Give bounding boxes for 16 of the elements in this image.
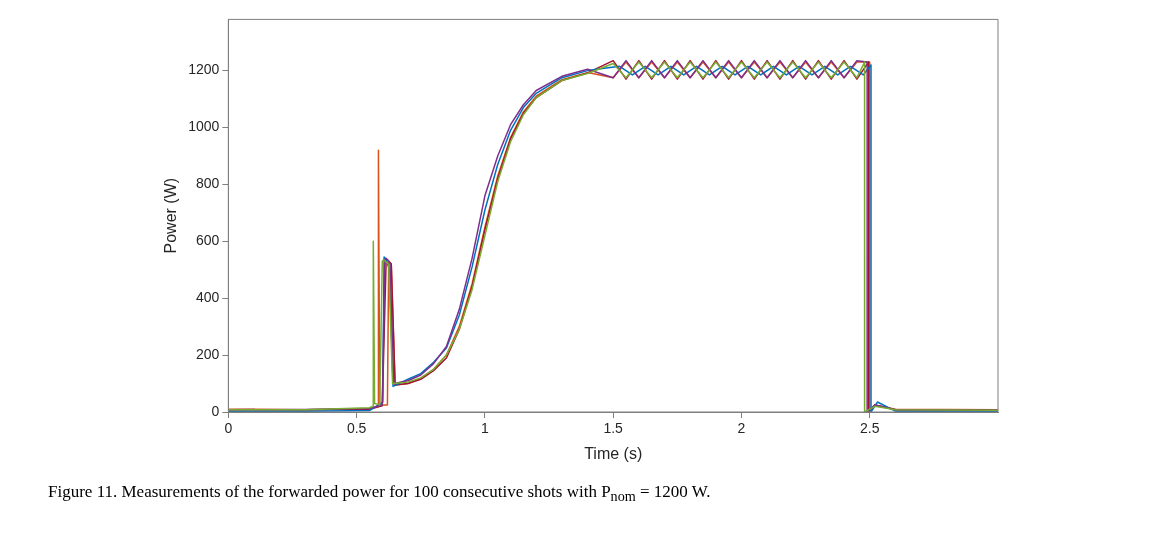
caption: Figure 11. Measurements of the forwarded power for 100 consecutive shots with P$_{nom}$ = 1200 W.: [48, 482, 712, 506]
x-tick-label: 2.5: [859, 420, 880, 437]
y-tick-label: 200: [195, 345, 220, 362]
y-tick-label: 400: [195, 289, 220, 306]
y-axis-title: Power (W): [162, 177, 180, 254]
y-tick-label: 1000: [188, 118, 220, 135]
x-axis-title: Time (s): [584, 444, 643, 462]
y-tick-label: 1200: [188, 61, 220, 78]
y-tick-label: 600: [195, 232, 220, 249]
x-tick-label: 1.5: [603, 420, 624, 437]
x-tick-label: 0: [224, 420, 233, 437]
y-tick-label: 0: [211, 402, 220, 419]
x-tick-label: 2: [737, 420, 746, 437]
x-tick-label: 0.5: [346, 420, 367, 437]
x-tick-label: 1: [481, 420, 489, 437]
y-tick-label: 800: [195, 175, 220, 192]
